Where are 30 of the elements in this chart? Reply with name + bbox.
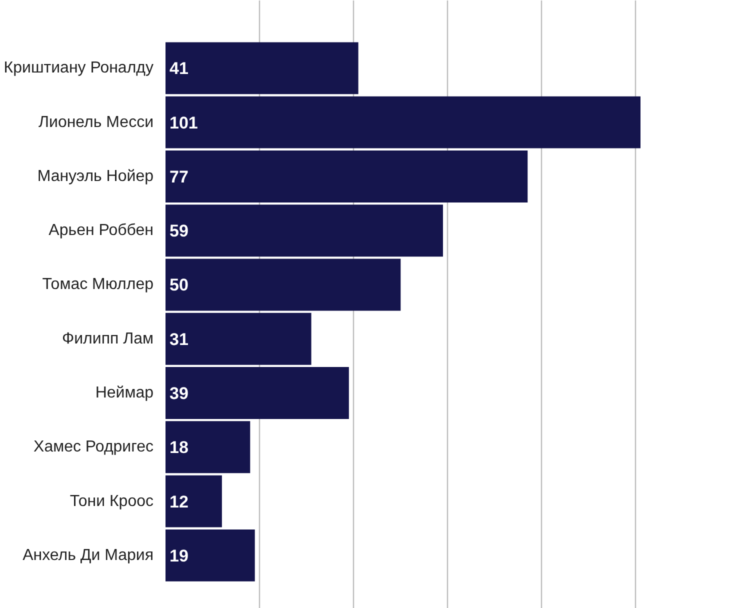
data-label: 18 bbox=[170, 438, 188, 458]
y-tick-label: Криштиану Роналду bbox=[4, 60, 154, 77]
bar bbox=[166, 312, 312, 365]
y-tick-label: Филипп Лам bbox=[62, 330, 154, 348]
y-tick-label: Неймар bbox=[95, 384, 154, 402]
data-label: 12 bbox=[170, 492, 188, 512]
bar bbox=[166, 367, 349, 420]
y-tick-label: Хамес Родригес bbox=[34, 438, 154, 456]
data-label: 101 bbox=[170, 113, 198, 132]
y-tick-label: Томас Мюллер bbox=[42, 276, 154, 294]
y-tick-label: Лионель Месси bbox=[38, 114, 154, 131]
bar bbox=[166, 204, 443, 257]
data-label: 39 bbox=[170, 384, 188, 404]
y-tick-label: Мануэль Нойер bbox=[37, 168, 154, 185]
y-tick-label: Анхель Ди Мария bbox=[22, 546, 154, 564]
bar bbox=[166, 529, 255, 582]
bar bbox=[166, 258, 401, 311]
data-label: 59 bbox=[170, 222, 188, 241]
bar bbox=[166, 150, 528, 202]
bar bbox=[166, 421, 250, 474]
y-tick-label: Арьен Роббен bbox=[48, 222, 154, 240]
data-label: 19 bbox=[170, 546, 188, 566]
data-label: 31 bbox=[170, 330, 188, 349]
y-tick-label: Тони Кроос bbox=[70, 492, 154, 510]
data-label: 77 bbox=[170, 167, 188, 186]
bar bbox=[166, 96, 640, 148]
data-label: 50 bbox=[170, 276, 188, 295]
bar bbox=[166, 42, 358, 94]
data-label: 41 bbox=[170, 59, 188, 78]
bar bbox=[166, 475, 222, 528]
